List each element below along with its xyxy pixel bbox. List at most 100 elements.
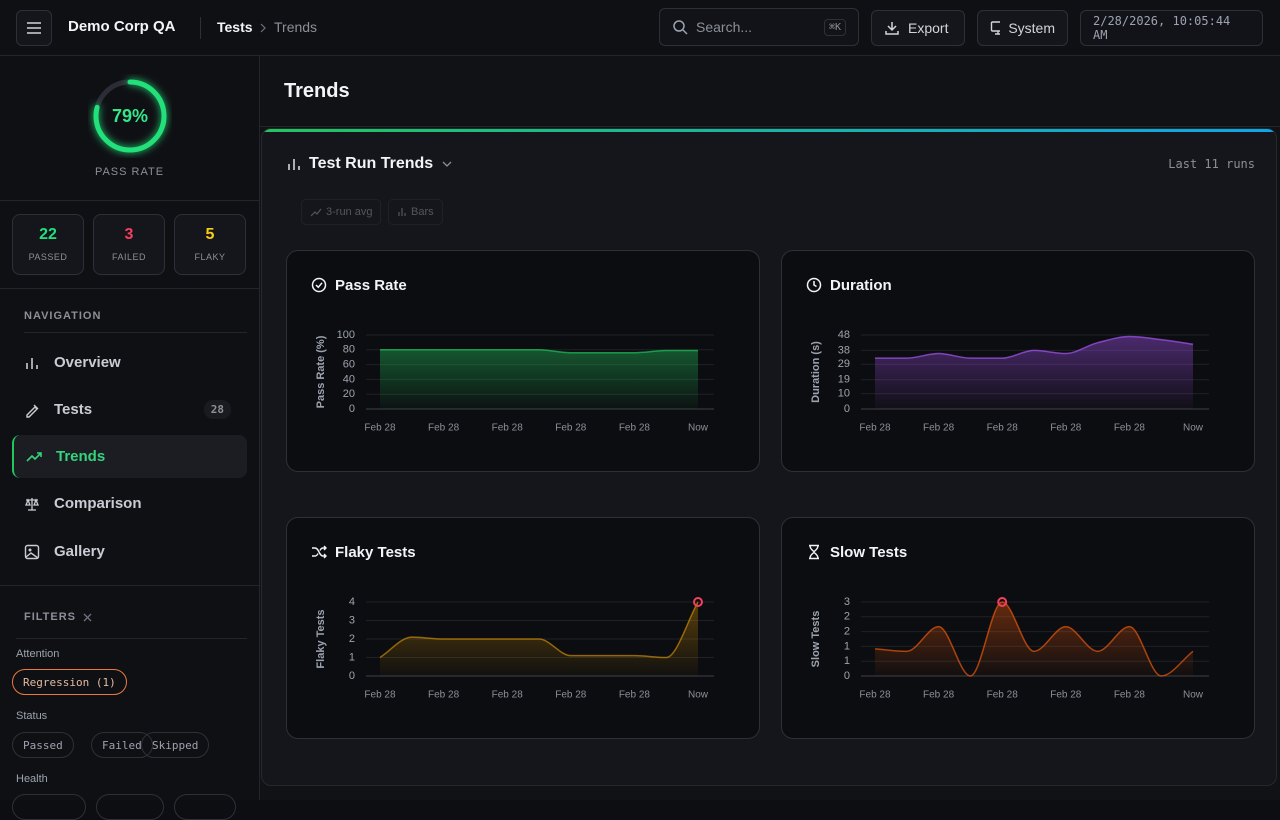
export-button[interactable]: Export — [871, 10, 965, 46]
toggle-label: 3-run avg — [326, 206, 373, 218]
filter-group-label: Attention — [16, 648, 60, 660]
nav-item[interactable]: Overview — [12, 341, 247, 384]
page-title: Trends — [284, 80, 350, 102]
x-tick-label: Feb 28 — [923, 423, 955, 434]
y-tick-label: 1 — [349, 651, 355, 663]
chart: 0 1 1 2 2 3 Feb 28 Feb 28 Feb 28 Feb 28 Feb 28 Now S… — [810, 596, 1209, 701]
run-count: Last 11 runs — [1168, 157, 1255, 171]
breadcrumb-link[interactable]: Tests — [217, 19, 253, 35]
sidebar: 79% PASS RATE 22 PASSED 3 FAILED 5 FLAKY NA… — [0, 56, 260, 820]
y-tick-label: 3 — [349, 614, 355, 626]
y-axis-label: Slow Tests — [810, 611, 822, 668]
x-tick-label: Feb 28 — [923, 690, 955, 701]
filter-chip[interactable]: Passed — [12, 732, 74, 758]
y-tick-label: 48 — [838, 329, 850, 341]
monitor-icon — [990, 21, 1001, 35]
y-tick-label: 100 — [337, 329, 355, 341]
stat-card: 22 PASSED — [12, 214, 84, 275]
area-fill — [875, 336, 1193, 409]
button-label: Export — [908, 20, 949, 36]
y-tick-label: 38 — [838, 344, 850, 356]
y-tick-label: 10 — [838, 387, 850, 399]
chart: 0 1 2 3 4 Feb 28 Feb 28 Feb 28 Feb 28 Feb 28 Now Fl… — [315, 596, 714, 701]
filter-chip[interactable]: Skipped — [141, 732, 210, 758]
nav-icon — [26, 451, 42, 462]
chart-card: 0 1 2 3 4 Feb 28 Feb 28 Feb 28 Feb 28 Feb 28 Now Fl… — [286, 517, 760, 739]
chart-title: Flaky Tests — [335, 544, 416, 561]
clear-filters[interactable] — [83, 613, 92, 622]
x-tick-label: Feb 28 — [987, 423, 1019, 434]
nav-item[interactable]: Tests 28 — [12, 388, 247, 431]
area-line — [380, 349, 699, 354]
nav-icon — [26, 404, 39, 418]
x-tick-label: Feb 28 — [555, 423, 587, 434]
area-fill — [380, 349, 698, 409]
main-content: Trends Test Run Trends Last 11 runs 3-ru… — [260, 56, 1280, 800]
nav-label: Comparison — [54, 495, 142, 512]
search-icon — [673, 20, 688, 35]
theme-button[interactable]: System — [977, 10, 1068, 46]
panel-chevron[interactable] — [442, 160, 452, 168]
nav-label: Trends — [56, 448, 106, 465]
nav-item[interactable]: Gallery — [12, 530, 247, 573]
gauge-arc — [93, 79, 167, 153]
x-tick-label: Feb 28 — [364, 690, 396, 701]
filter-chip[interactable] — [174, 794, 236, 820]
chart-card: 0 20 40 60 80 100 Feb 28 Feb 28 Feb 28 Feb 28 Feb … — [286, 250, 760, 472]
accent-bar — [262, 129, 1276, 132]
menu-button[interactable] — [16, 10, 52, 46]
filter-chip[interactable] — [12, 794, 86, 820]
nav-icon — [26, 357, 38, 369]
search-placeholder: Search... — [696, 19, 753, 35]
filter-chip[interactable]: Regression (1) — [12, 669, 127, 695]
area-line — [874, 601, 1194, 677]
chart-title: Slow Tests — [830, 544, 908, 561]
divider — [0, 200, 259, 201]
download-icon — [885, 22, 899, 35]
panel-title[interactable]: Test Run Trends — [309, 155, 434, 172]
x-tick-label: Feb 28 — [859, 690, 891, 701]
nav-icon — [24, 544, 40, 559]
filter-chip[interactable] — [96, 794, 164, 820]
x-tick-label: Now — [688, 690, 709, 701]
toggle-chip[interactable]: Bars — [388, 199, 443, 225]
peak-marker — [693, 597, 703, 607]
x-tick-label: Feb 28 — [492, 690, 524, 701]
stat-label: PASSED — [28, 252, 68, 262]
nav-badge: 28 — [203, 400, 231, 419]
x-tick-label: Feb 28 — [1114, 690, 1146, 701]
toggle-chip[interactable]: 3-run avg — [301, 199, 382, 225]
gauge-label: 79% — [112, 106, 148, 126]
stat-card: 3 FAILED — [93, 214, 165, 275]
x-tick-label: Feb 28 — [1050, 423, 1082, 434]
x-tick-label: Feb 28 — [859, 423, 891, 434]
breadcrumb-chevron — [260, 23, 266, 33]
chart-card: 0 1 1 2 2 3 Feb 28 Feb 28 Feb 28 Feb 28 Feb 28 Now S… — [781, 517, 1255, 739]
x-tick-label: Now — [1183, 690, 1204, 701]
breadcrumb-current: Trends — [274, 19, 318, 35]
shortcut-hint: ⌘K — [823, 18, 846, 36]
brand[interactable]: Demo Corp QA — [68, 18, 176, 35]
y-tick-label: 2 — [844, 611, 850, 623]
gauge-caption: PASS RATE — [94, 166, 165, 178]
chart-icon — [311, 277, 327, 293]
y-tick-label: 3 — [844, 596, 850, 608]
section-title: FILTERS — [24, 611, 77, 623]
nav-icon — [25, 497, 39, 511]
top-bar: Demo Corp QA Tests Trends Search... ⌘K E… — [0, 0, 1280, 56]
trends-panel: Test Run Trends Last 11 runs 3-run avg B… — [261, 128, 1277, 786]
area-line — [379, 601, 699, 659]
x-tick-label: Feb 28 — [619, 690, 651, 701]
nav-item[interactable]: Trends — [12, 435, 247, 478]
toggle-icon — [398, 208, 406, 216]
y-tick-label: 29 — [838, 358, 850, 370]
x-tick-label: Feb 28 — [1114, 423, 1146, 434]
nav-item[interactable]: Comparison — [12, 482, 247, 525]
y-tick-label: 60 — [343, 359, 355, 371]
toggle-icon — [310, 208, 322, 217]
search-box[interactable]: Search... ⌘K — [659, 8, 859, 46]
stat-card: 5 FLAKY — [174, 214, 246, 275]
nav-label: Overview — [54, 354, 121, 371]
